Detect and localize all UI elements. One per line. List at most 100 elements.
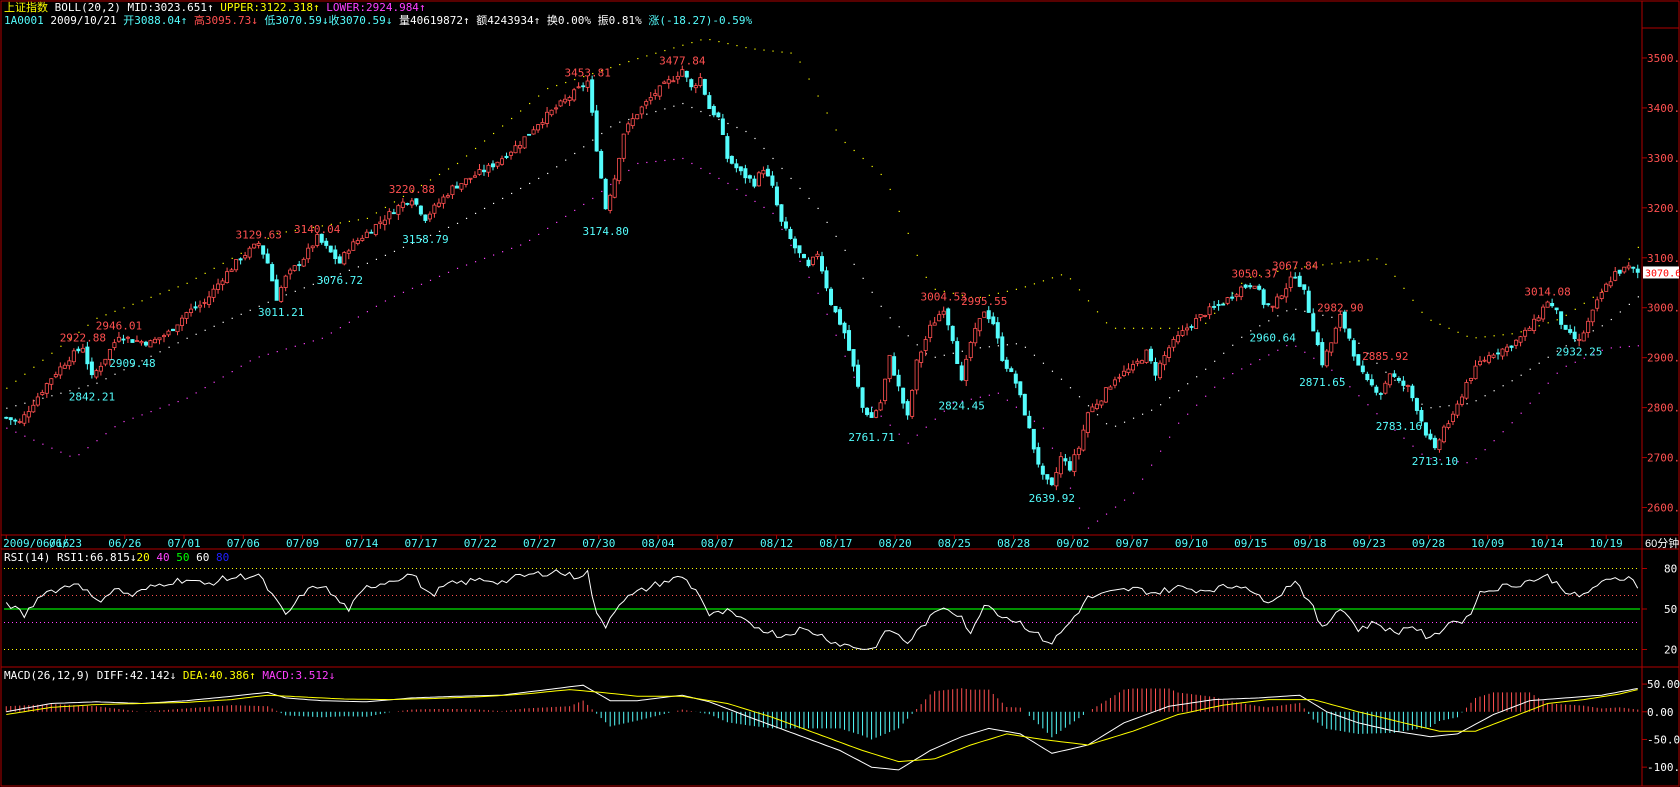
candle-body bbox=[1216, 304, 1221, 306]
boll-mid-line-dot bbox=[1538, 362, 1540, 364]
boll-lower-line-dot bbox=[348, 321, 350, 323]
candle bbox=[1207, 303, 1212, 320]
boll-lower-line-dot bbox=[1502, 431, 1504, 433]
boll-upper-line-dot bbox=[781, 51, 783, 53]
boll-upper-line-dot bbox=[447, 168, 450, 170]
boll-mid-line-dot bbox=[177, 342, 179, 344]
candle bbox=[1094, 399, 1099, 411]
candle bbox=[1090, 403, 1095, 413]
candle bbox=[860, 387, 865, 413]
candle bbox=[1378, 391, 1383, 400]
candle bbox=[937, 310, 942, 322]
boll-lower-line-dot bbox=[294, 345, 296, 347]
candle-body bbox=[707, 95, 712, 110]
candle-body bbox=[910, 390, 915, 417]
boll-upper-line-dot bbox=[574, 78, 576, 81]
candle-body bbox=[382, 219, 387, 225]
candle-body bbox=[454, 185, 459, 189]
boll-upper-line-dot bbox=[826, 112, 828, 114]
boll-lower-line-dot bbox=[1448, 460, 1450, 462]
boll-lower-line-dot bbox=[177, 400, 179, 403]
candle bbox=[1392, 370, 1397, 378]
boll-mid-line-dot bbox=[474, 212, 477, 215]
candle bbox=[1045, 474, 1050, 485]
boll-lower-line-dot bbox=[520, 244, 522, 246]
candle bbox=[829, 286, 834, 307]
candle-body bbox=[829, 288, 834, 305]
candle-body bbox=[1076, 447, 1081, 455]
candle-body bbox=[152, 338, 157, 344]
candle bbox=[905, 399, 910, 420]
boll-lower-line-dot bbox=[1096, 520, 1099, 522]
macd-tick-label: -100.00 bbox=[1647, 761, 1680, 774]
candle bbox=[639, 105, 644, 119]
candle bbox=[315, 232, 320, 248]
candle-body bbox=[481, 169, 486, 173]
price-label-low: 2909.48 bbox=[109, 357, 155, 370]
date-tick-label: 07/09 bbox=[286, 537, 319, 550]
candle-body bbox=[662, 81, 667, 84]
diff-value: 42.142 bbox=[129, 669, 170, 682]
boll-upper-line-dot bbox=[69, 338, 71, 340]
candle-body bbox=[959, 365, 964, 381]
candle bbox=[22, 411, 27, 427]
candle-body bbox=[1631, 266, 1636, 269]
date-tick-label: 08/07 bbox=[701, 537, 734, 550]
boll-lower-line-dot bbox=[312, 340, 314, 342]
candle-body bbox=[1158, 362, 1163, 379]
candle bbox=[270, 262, 275, 282]
candle bbox=[590, 75, 595, 116]
candle-body bbox=[432, 204, 437, 214]
candle bbox=[364, 229, 369, 239]
boll-mid-line-dot bbox=[1376, 362, 1378, 364]
candle-body bbox=[1257, 285, 1262, 290]
candle-body bbox=[1103, 387, 1108, 403]
candle-body bbox=[49, 378, 54, 385]
candle bbox=[283, 274, 288, 292]
boll-mid-line-dot bbox=[1466, 403, 1468, 405]
boll-lower-line-dot bbox=[195, 392, 197, 394]
boll-upper-line-dot bbox=[87, 324, 89, 326]
candle-body bbox=[1108, 386, 1113, 390]
candle bbox=[932, 317, 937, 326]
candle bbox=[1270, 305, 1275, 312]
candle bbox=[1414, 397, 1419, 415]
rsi-line bbox=[5, 569, 1639, 650]
candle-body bbox=[1144, 349, 1149, 363]
boll-mid-line-dot bbox=[601, 132, 603, 135]
candle bbox=[62, 362, 67, 369]
boll-upper-line-dot bbox=[141, 300, 143, 302]
boll-mid-line-dot bbox=[1511, 380, 1513, 382]
boll-lower-line-dot bbox=[1033, 420, 1036, 422]
upper-arrow: ↑ bbox=[312, 1, 320, 14]
candle-body bbox=[1468, 378, 1473, 381]
boll-upper-line-dot bbox=[204, 272, 206, 274]
boll-mid-line-dot bbox=[60, 392, 62, 394]
date-tick-label: 07/01 bbox=[167, 537, 200, 550]
candle bbox=[495, 161, 500, 169]
candle-body bbox=[1523, 329, 1528, 337]
candle-body bbox=[450, 185, 455, 196]
candle bbox=[71, 348, 76, 365]
candle-body bbox=[319, 233, 324, 243]
candle bbox=[445, 193, 450, 199]
candle bbox=[563, 94, 568, 104]
boll-lower-line-dot bbox=[132, 417, 134, 419]
boll-upper-line-dot bbox=[402, 195, 405, 198]
candle bbox=[734, 158, 739, 173]
boll-lower-line-dot bbox=[375, 305, 378, 307]
price-tick-label: 2800.00 bbox=[1647, 402, 1680, 415]
candle-body bbox=[1437, 439, 1442, 451]
candle-body bbox=[1505, 346, 1510, 352]
boll-upper-line-dot bbox=[492, 132, 495, 135]
boll-upper-line-dot bbox=[357, 219, 359, 221]
candle-body bbox=[1230, 296, 1235, 299]
candle bbox=[1613, 266, 1618, 282]
candle bbox=[910, 389, 915, 419]
candle bbox=[44, 382, 49, 398]
boll-lower-line-dot bbox=[60, 451, 62, 453]
candle bbox=[549, 109, 554, 117]
candle bbox=[986, 306, 991, 323]
boll-lower-line-dot bbox=[916, 434, 918, 436]
